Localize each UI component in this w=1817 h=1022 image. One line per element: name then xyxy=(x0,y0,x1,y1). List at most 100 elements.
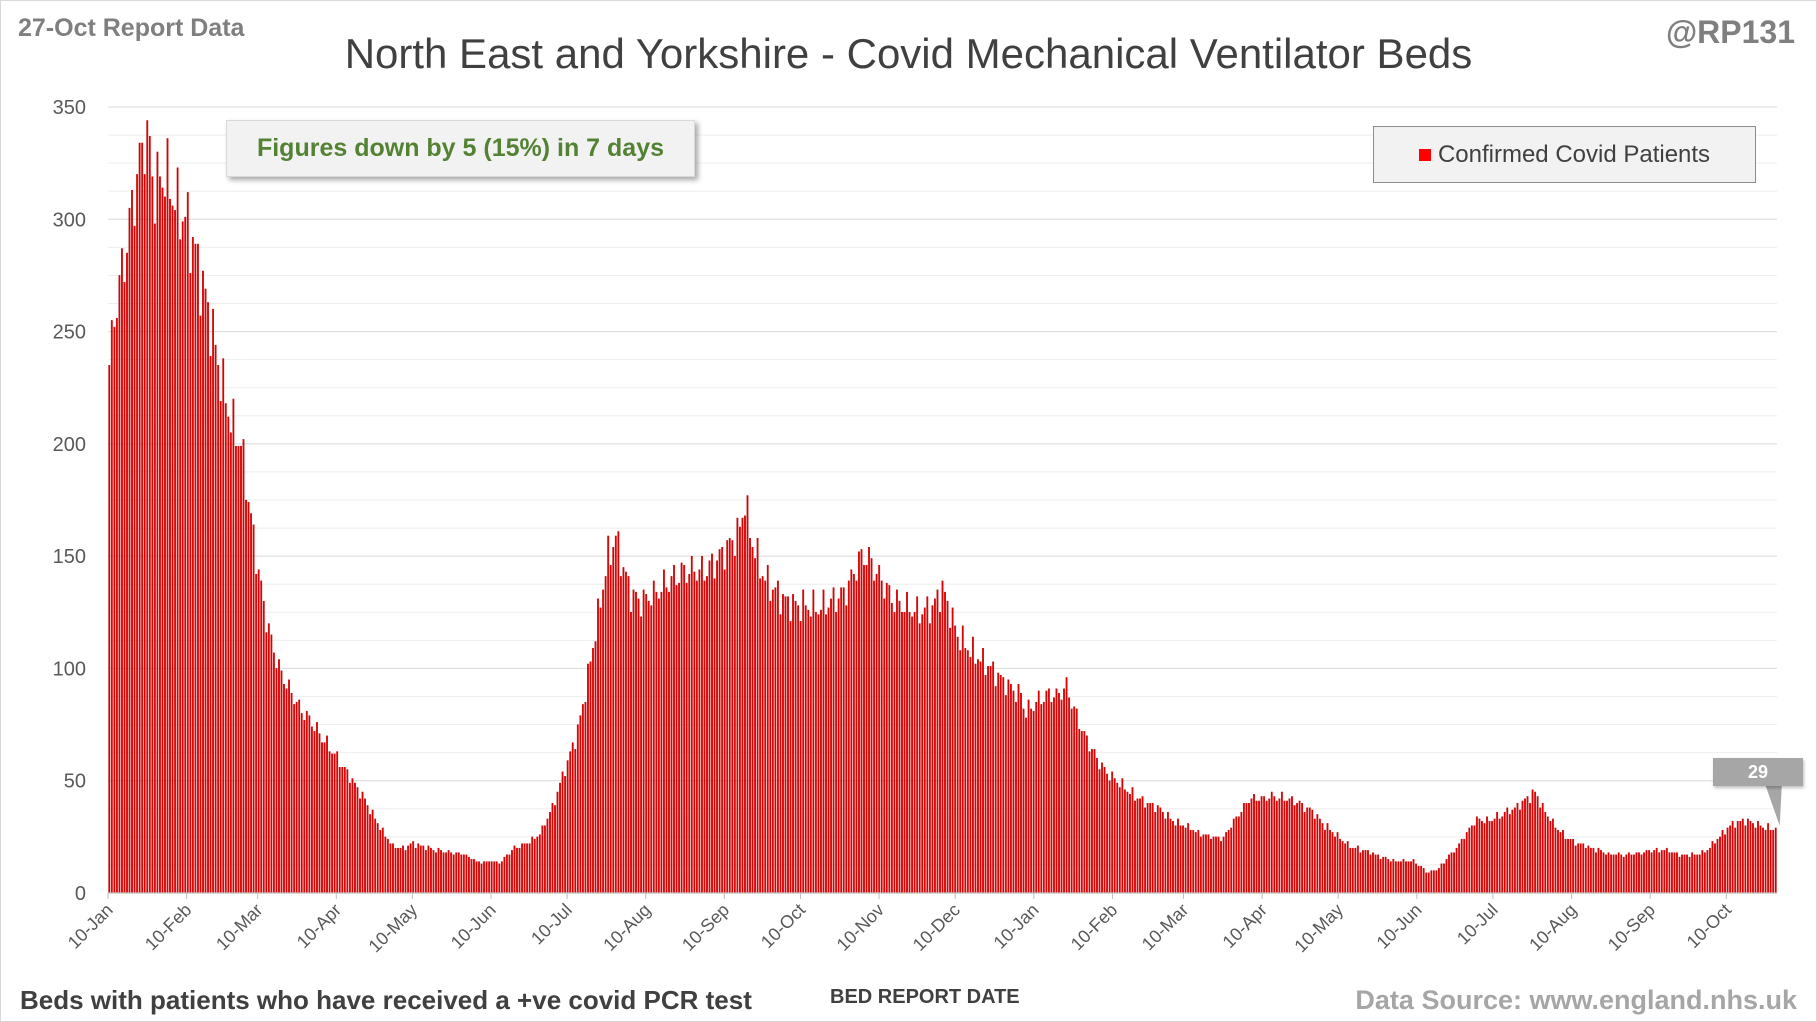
data-bar xyxy=(1070,708,1073,894)
data-bar xyxy=(992,661,995,894)
data-bar xyxy=(896,589,898,894)
data-bar xyxy=(1235,816,1238,894)
author-handle: @RP131 xyxy=(1665,14,1795,50)
data-bar xyxy=(427,845,430,894)
data-bar xyxy=(419,845,422,894)
data-bar xyxy=(751,546,754,894)
data-bar xyxy=(1420,865,1423,894)
data-bar xyxy=(1551,818,1554,894)
data-bar xyxy=(1316,814,1319,894)
data-bar xyxy=(569,751,572,894)
data-bar xyxy=(809,616,812,894)
data-bar xyxy=(1174,825,1177,894)
data-bar xyxy=(1450,852,1453,894)
data-bar xyxy=(1060,699,1063,894)
data-bar xyxy=(384,836,387,894)
data-bar xyxy=(612,546,615,894)
data-bar xyxy=(1458,843,1461,894)
data-bar xyxy=(1197,829,1200,894)
data-bar xyxy=(1030,708,1033,894)
data-bar xyxy=(946,600,949,894)
x-tick-label: 10-May xyxy=(1290,900,1347,957)
data-bar xyxy=(602,589,605,894)
data-bar xyxy=(1557,829,1559,894)
data-bar xyxy=(1584,847,1587,894)
data-bar xyxy=(1513,807,1516,894)
data-bar xyxy=(693,571,696,894)
data-bar xyxy=(1731,820,1734,894)
y-tick-label: 250 xyxy=(53,322,86,344)
data-bar xyxy=(128,207,131,894)
data-bar xyxy=(219,401,222,894)
data-bar xyxy=(1663,850,1666,894)
data-bar xyxy=(1399,861,1402,894)
data-bar xyxy=(1326,823,1329,894)
data-bar xyxy=(242,439,245,894)
data-bar xyxy=(1126,791,1129,894)
data-bar xyxy=(1531,789,1534,894)
data-bar xyxy=(131,189,133,894)
x-tick-label: 10-Sep xyxy=(678,900,733,955)
data-bar xyxy=(1729,825,1732,894)
data-bar xyxy=(447,850,450,894)
data-bar xyxy=(931,605,934,894)
data-bar xyxy=(1491,820,1493,894)
data-bar xyxy=(1091,749,1093,894)
data-bar xyxy=(1275,800,1278,894)
data-bar xyxy=(1681,854,1683,894)
data-bar xyxy=(516,847,518,894)
data-bar xyxy=(1574,845,1577,894)
data-bar xyxy=(1506,807,1509,894)
data-bar xyxy=(191,237,194,894)
data-bar xyxy=(559,782,561,894)
data-bar xyxy=(110,320,113,894)
data-bar xyxy=(632,589,635,894)
data-bar xyxy=(617,531,620,894)
data-bar xyxy=(1354,847,1357,894)
data-bar xyxy=(956,636,959,894)
data-bar xyxy=(143,174,146,894)
y-tick-label: 150 xyxy=(53,546,86,568)
data-bar xyxy=(1080,731,1083,894)
data-bar xyxy=(323,742,326,894)
data-bar xyxy=(1182,825,1185,894)
data-bar xyxy=(1040,704,1043,894)
data-bar xyxy=(1073,706,1076,894)
data-bar xyxy=(217,365,220,894)
data-bar xyxy=(333,753,336,894)
data-bar xyxy=(645,594,648,894)
data-bar xyxy=(860,549,863,894)
data-bar xyxy=(392,843,394,894)
data-bar xyxy=(381,827,384,894)
data-bar xyxy=(630,612,632,894)
data-bar xyxy=(1696,854,1699,894)
data-bar xyxy=(1189,829,1192,894)
data-bar xyxy=(974,663,977,894)
data-bar xyxy=(1020,692,1022,894)
data-bar xyxy=(1716,838,1719,894)
data-bar xyxy=(1144,807,1147,894)
data-bar xyxy=(804,605,807,894)
data-bar xyxy=(1610,854,1613,894)
data-bar xyxy=(1632,854,1635,894)
data-bar xyxy=(1440,863,1443,894)
data-bar xyxy=(475,861,478,894)
data-bar xyxy=(1711,841,1714,894)
data-bar xyxy=(771,589,774,894)
x-tick-label: 10-Sep xyxy=(1604,900,1659,955)
data-bar xyxy=(470,859,473,894)
data-bar xyxy=(1569,838,1572,894)
data-bar xyxy=(288,679,290,894)
data-bar xyxy=(505,854,508,894)
data-bar xyxy=(1242,802,1245,894)
data-bar xyxy=(625,571,627,894)
data-bar xyxy=(478,861,480,894)
data-bar xyxy=(713,578,716,894)
data-bar xyxy=(194,243,197,894)
data-bar xyxy=(1719,836,1721,894)
data-bar xyxy=(564,776,567,894)
data-bar xyxy=(1655,847,1658,894)
data-bar xyxy=(237,445,240,894)
data-bar xyxy=(1093,749,1096,894)
data-bar xyxy=(295,701,298,894)
